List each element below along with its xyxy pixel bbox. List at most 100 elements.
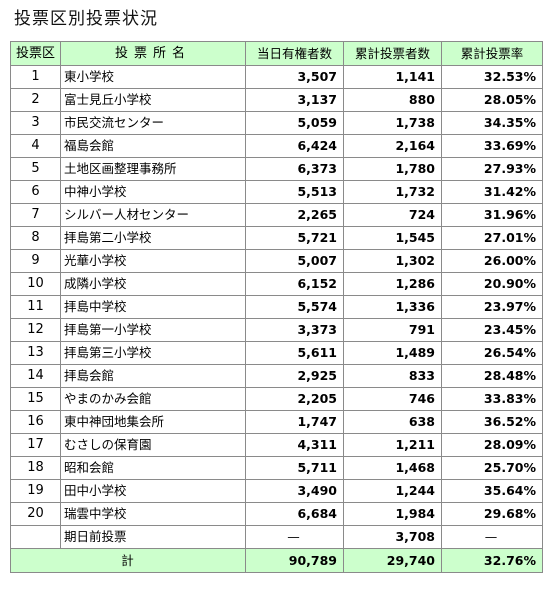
district-no-cell: 18 [10, 456, 61, 480]
district-no-cell: 20 [10, 502, 61, 526]
polling-place-cell: 東小学校 [60, 65, 246, 89]
header-district-no: 投票区 [10, 41, 61, 66]
polling-place-cell: 拝島会館 [60, 364, 246, 388]
table-row: 16 東中神団地集会所 1,747 638 36.52% [10, 410, 543, 434]
header-cumulative-voters: 累計投票者数 [343, 41, 442, 66]
registered-voters-cell: 6,424 [245, 134, 344, 158]
cumulative-voters-cell: 3,708 [343, 525, 442, 549]
registered-voters-cell: 3,507 [245, 65, 344, 89]
table-row: 19 田中小学校 3,490 1,244 35.64% [10, 479, 543, 503]
table-row: 17 むさしの保育園 4,311 1,211 28.09% [10, 433, 543, 457]
registered-voters-cell: 5,513 [245, 180, 344, 204]
district-no-cell: 7 [10, 203, 61, 227]
district-no-cell: 15 [10, 387, 61, 411]
total-registered-cell: 90,789 [245, 548, 344, 573]
registered-voters-cell: 3,373 [245, 318, 344, 342]
registered-voters-cell: 6,684 [245, 502, 344, 526]
registered-voters-cell: — [245, 525, 344, 549]
cumulative-rate-cell: 25.70% [441, 456, 543, 480]
district-no-cell: 5 [10, 157, 61, 181]
registered-voters-cell: 5,574 [245, 295, 344, 319]
table-row: 6 中神小学校 5,513 1,732 31.42% [10, 180, 543, 204]
table-row: 13 拝島第三小学校 5,611 1,489 26.54% [10, 341, 543, 365]
cumulative-rate-cell: 26.54% [441, 341, 543, 365]
registered-voters-cell: 2,205 [245, 387, 344, 411]
registered-voters-cell: 5,611 [245, 341, 344, 365]
cumulative-voters-cell: 1,738 [343, 111, 442, 135]
polling-place-cell: 福島会館 [60, 134, 246, 158]
cumulative-voters-cell: 1,732 [343, 180, 442, 204]
cumulative-rate-cell: 32.53% [441, 65, 543, 89]
district-no-cell: 13 [10, 341, 61, 365]
registered-voters-cell: 5,007 [245, 249, 344, 273]
cumulative-rate-cell: 34.35% [441, 111, 543, 135]
polling-place-cell: 土地区画整理事務所 [60, 157, 246, 181]
table-row: 20 瑞雲中学校 6,684 1,984 29.68% [10, 502, 543, 526]
table-row: 18 昭和会館 5,711 1,468 25.70% [10, 456, 543, 480]
district-no-cell: 12 [10, 318, 61, 342]
page-title: 投票区別投票状況 [14, 9, 158, 29]
table-row: 14 拝島会館 2,925 833 28.48% [10, 364, 543, 388]
cumulative-voters-cell: 724 [343, 203, 442, 227]
cumulative-voters-cell: 638 [343, 410, 442, 434]
district-no-cell: 9 [10, 249, 61, 273]
district-no-cell: 19 [10, 479, 61, 503]
cumulative-rate-cell: — [441, 525, 543, 549]
header-registered-voters: 当日有権者数 [245, 41, 344, 66]
district-no-cell: 6 [10, 180, 61, 204]
cumulative-voters-cell: 1,468 [343, 456, 442, 480]
cumulative-rate-cell: 27.01% [441, 226, 543, 250]
district-no-cell: 17 [10, 433, 61, 457]
cumulative-voters-cell: 1,211 [343, 433, 442, 457]
table-row: 10 成隣小学校 6,152 1,286 20.90% [10, 272, 543, 296]
polling-place-cell: 拝島第二小学校 [60, 226, 246, 250]
registered-voters-cell: 3,137 [245, 88, 344, 112]
cumulative-rate-cell: 27.93% [441, 157, 543, 181]
table-row: 1 東小学校 3,507 1,141 32.53% [10, 65, 543, 89]
registered-voters-cell: 5,721 [245, 226, 344, 250]
registered-voters-cell: 4,311 [245, 433, 344, 457]
district-no-cell: 2 [10, 88, 61, 112]
cumulative-rate-cell: 28.05% [441, 88, 543, 112]
polling-place-cell: 瑞雲中学校 [60, 502, 246, 526]
cumulative-voters-cell: 1,244 [343, 479, 442, 503]
registered-voters-cell: 2,925 [245, 364, 344, 388]
header-cumulative-rate: 累計投票率 [441, 41, 543, 66]
table-row: 3 市民交流センター 5,059 1,738 34.35% [10, 111, 543, 135]
registered-voters-cell: 3,490 [245, 479, 344, 503]
district-no-cell: 14 [10, 364, 61, 388]
cumulative-rate-cell: 31.96% [441, 203, 543, 227]
district-no-cell: 3 [10, 111, 61, 135]
polling-place-cell: 成隣小学校 [60, 272, 246, 296]
registered-voters-cell: 1,747 [245, 410, 344, 434]
cumulative-voters-cell: 791 [343, 318, 442, 342]
polling-place-cell: 中神小学校 [60, 180, 246, 204]
polling-place-cell: むさしの保育園 [60, 433, 246, 457]
district-no-cell: 10 [10, 272, 61, 296]
table-header-row: 投票区 投票所名 当日有権者数 累計投票者数 累計投票率 [10, 41, 543, 66]
registered-voters-cell: 6,152 [245, 272, 344, 296]
polling-place-cell: 拝島第三小学校 [60, 341, 246, 365]
registered-voters-cell: 5,059 [245, 111, 344, 135]
cumulative-rate-cell: 23.45% [441, 318, 543, 342]
polling-place-cell: 拝島第一小学校 [60, 318, 246, 342]
registered-voters-cell: 6,373 [245, 157, 344, 181]
cumulative-rate-cell: 33.69% [441, 134, 543, 158]
polling-place-cell: やまのかみ会館 [60, 387, 246, 411]
cumulative-voters-cell: 1,489 [343, 341, 442, 365]
total-row: 計 90,789 29,740 32.76% [10, 548, 543, 573]
district-no-cell: 11 [10, 295, 61, 319]
polling-place-cell: 拝島中学校 [60, 295, 246, 319]
table-row: 7 シルバー人材センター 2,265 724 31.96% [10, 203, 543, 227]
polling-place-cell: 富士見丘小学校 [60, 88, 246, 112]
table-row: 12 拝島第一小学校 3,373 791 23.45% [10, 318, 543, 342]
registered-voters-cell: 2,265 [245, 203, 344, 227]
cumulative-voters-cell: 1,336 [343, 295, 442, 319]
cumulative-voters-cell: 2,164 [343, 134, 442, 158]
cumulative-rate-cell: 31.42% [441, 180, 543, 204]
total-voters-cell: 29,740 [343, 548, 442, 573]
table-row: 15 やまのかみ会館 2,205 746 33.83% [10, 387, 543, 411]
cumulative-voters-cell: 746 [343, 387, 442, 411]
district-no-cell: 1 [10, 65, 61, 89]
polling-place-cell: 市民交流センター [60, 111, 246, 135]
